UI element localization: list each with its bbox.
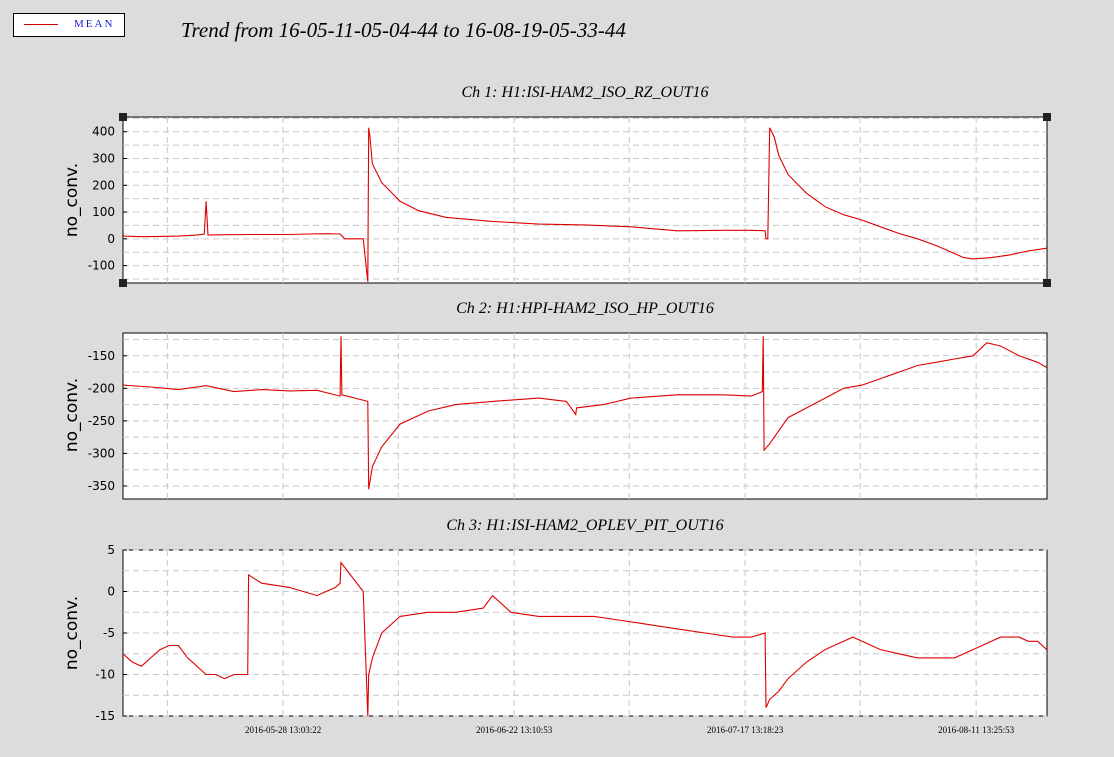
y-tick-label: -150 <box>88 349 115 363</box>
series-line <box>123 336 1047 490</box>
y-tick-label: -10 <box>95 668 115 682</box>
y-axis-label: no_conv. <box>62 596 82 670</box>
plot-area <box>122 116 1048 284</box>
x-tick-label: 2016-06-22 13:10:53 <box>476 725 553 735</box>
y-tick-label: -300 <box>88 446 115 460</box>
legend-swatch <box>24 24 58 25</box>
legend-label: MEAN <box>74 18 115 30</box>
chart-panel-1: 400 300 200 100 0 -100 Ch 1: H1:ISI-HAM2_ISO_R… <box>62 84 1051 287</box>
y-tick-label: 200 <box>92 178 115 192</box>
y-tick-label: -200 <box>88 381 115 395</box>
y-tick-label: 400 <box>92 125 115 139</box>
chart-panel-3: 5 0 -5 -10 -15 Ch 3: H1:ISI-HAM2_OPLEV_PIT_OU… <box>62 517 1048 735</box>
resize-handle[interactable] <box>119 113 127 121</box>
y-tick-label: 300 <box>92 152 115 166</box>
y-tick-label: 0 <box>107 232 115 246</box>
resize-handle[interactable] <box>1043 113 1051 121</box>
chart-title: Ch 1: H1:ISI-HAM2_ISO_RZ_OUT16 <box>461 84 708 101</box>
x-tick-label: 2016-08-11 13:25:53 <box>938 725 1014 735</box>
legend: MEAN <box>13 13 125 37</box>
y-axis-label: no_conv. <box>62 378 82 452</box>
chart-title: Ch 3: H1:ISI-HAM2_OPLEV_PIT_OUT16 <box>446 517 723 534</box>
y-tick-label: -15 <box>95 709 115 723</box>
series-line <box>123 127 1047 282</box>
resize-handle[interactable] <box>119 279 127 287</box>
y-tick-label: 5 <box>107 543 115 557</box>
resize-handle[interactable] <box>1043 279 1051 287</box>
y-tick-label: -100 <box>88 259 115 273</box>
y-tick-label: -5 <box>103 626 115 640</box>
y-tick-label: -350 <box>88 479 115 493</box>
y-tick-label: 100 <box>92 205 115 219</box>
x-tick-label: 2016-07-17 13:18:23 <box>707 725 784 735</box>
y-axis-label: no_conv. <box>62 163 82 237</box>
y-tick-label: -250 <box>88 414 115 428</box>
chart-title: Ch 2: H1:HPI-HAM2_ISO_HP_OUT16 <box>456 300 714 317</box>
x-tick-label: 2016-05-28 13:03:22 <box>245 725 321 735</box>
plot-area <box>122 332 1048 500</box>
chart-panel-2: -150 -200 -250 -300 -350 Ch 2: H1:HPI-HAM2_IS… <box>62 300 1048 500</box>
page-title: Trend from 16-05-11-05-04-44 to 16-08-19… <box>181 18 626 42</box>
series-line <box>123 560 1047 716</box>
y-tick-label: 0 <box>107 585 115 599</box>
